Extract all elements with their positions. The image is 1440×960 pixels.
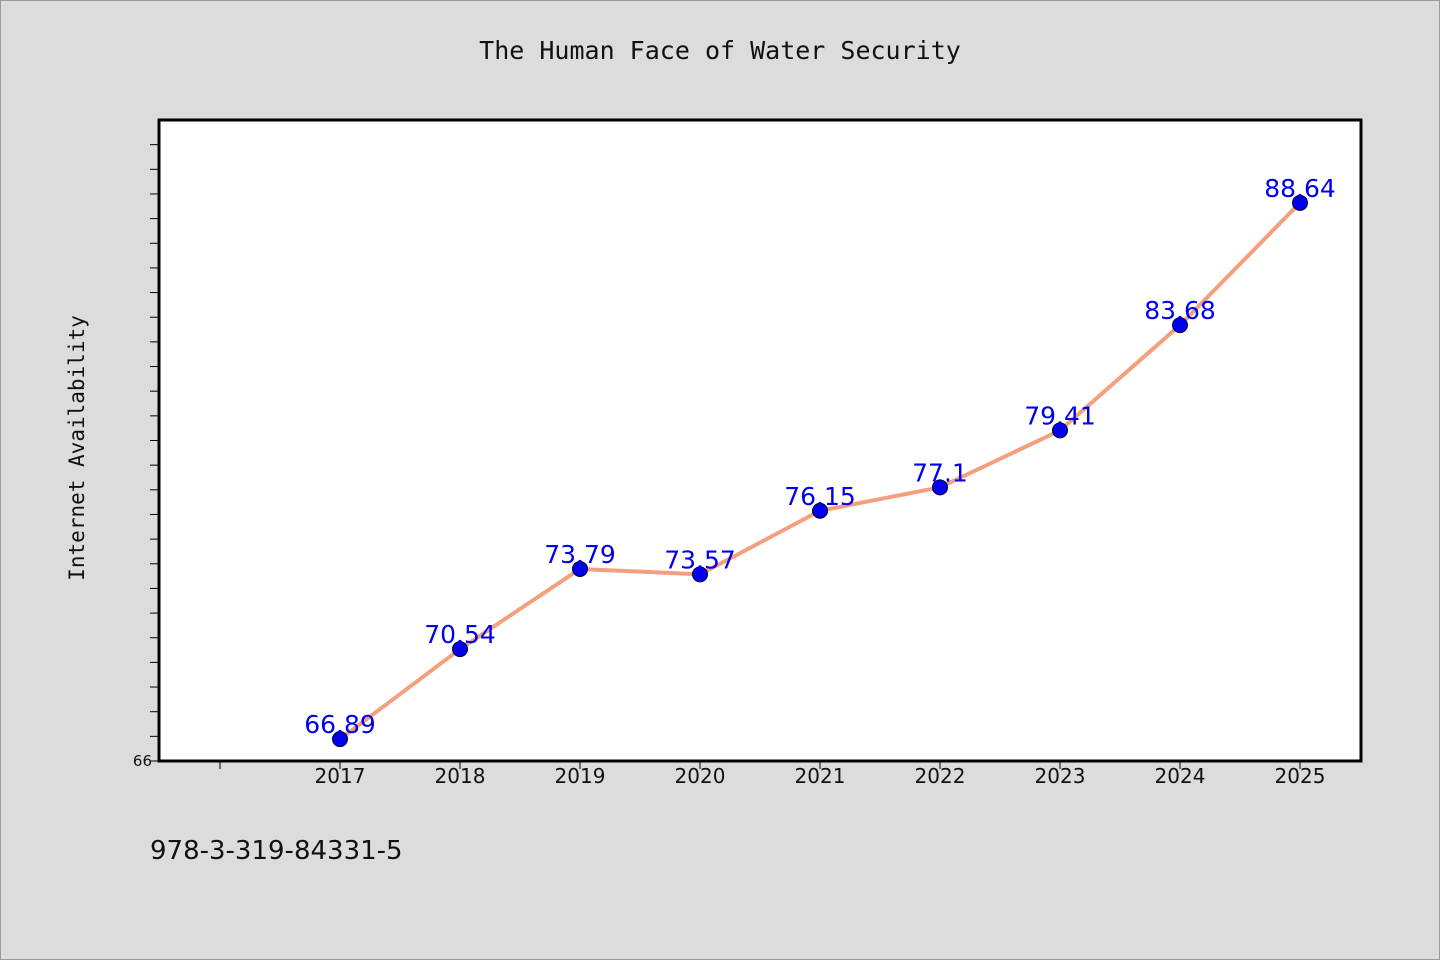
x-tick-labels: 2017 2018 2019 2020 2021 2022 2023 2024 2025	[315, 764, 1326, 788]
data-label: 73.79	[544, 540, 616, 569]
data-point	[452, 641, 468, 658]
data-point	[1052, 422, 1068, 439]
x-axis-ticks	[219, 761, 1301, 769]
data-point	[932, 479, 948, 496]
data-label: 66.89	[304, 710, 376, 739]
y-axis-ticks	[150, 144, 159, 762]
x-tick-label: 2017	[315, 764, 366, 788]
data-label: 73.57	[664, 545, 736, 574]
data-markers	[332, 194, 1308, 748]
data-label: 79.41	[1024, 401, 1096, 430]
data-point	[812, 502, 828, 519]
data-label: 83.68	[1144, 296, 1216, 325]
x-tick-label: 2020	[675, 764, 726, 788]
isbn-text: 978-3-319-84331-5	[150, 836, 403, 866]
x-tick-label: 2023	[1035, 764, 1086, 788]
data-point	[572, 560, 588, 577]
data-label: 77.1	[912, 458, 968, 487]
x-tick-label: 2024	[1155, 764, 1206, 788]
data-label: 70.54	[424, 620, 496, 649]
plot-area	[157, 118, 1363, 763]
x-tick-label: 2022	[915, 764, 966, 788]
data-label: 76.15	[784, 482, 856, 511]
data-point	[332, 731, 348, 748]
x-tick-label: 2018	[435, 764, 486, 788]
data-label: 88.64	[1264, 174, 1336, 203]
x-tick-label: 2025	[1275, 764, 1326, 788]
data-point	[1172, 317, 1188, 334]
x-tick-label: 2021	[795, 764, 846, 788]
chart-title: The Human Face of Water Security	[479, 36, 961, 65]
x-tick-label: 2019	[555, 764, 606, 788]
data-point	[1292, 194, 1308, 211]
y-tick-label: 66	[133, 752, 152, 770]
data-labels: 66.89 70.54 73.79 73.57 76.15 77.1 79.41 83.68 8…	[304, 174, 1336, 739]
data-point	[692, 566, 708, 583]
